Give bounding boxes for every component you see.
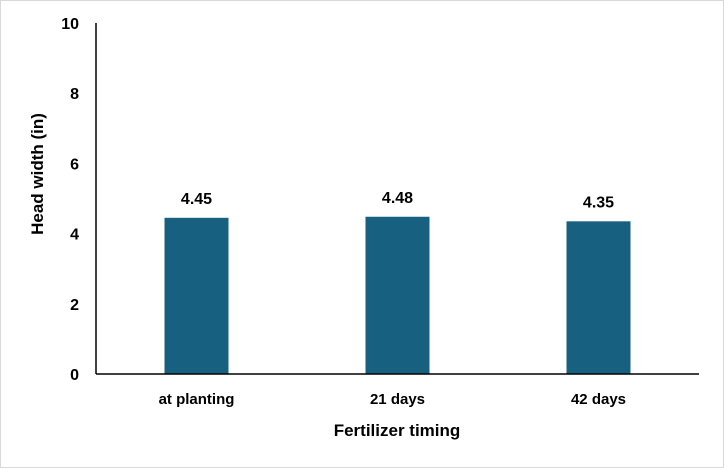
bars [164, 216, 631, 374]
x-tick-label: 21 days [370, 391, 425, 408]
bar [365, 216, 430, 374]
y-tick-label: 2 [70, 297, 79, 314]
data-label: 4.35 [583, 194, 614, 211]
bar [566, 221, 631, 374]
data-labels: 4.45 4.48 4.35 [181, 190, 614, 212]
y-tick-label: 10 [61, 16, 79, 33]
y-tick-label: 4 [70, 227, 79, 244]
data-label: 4.45 [181, 191, 212, 208]
category-labels: at planting 21 days 42 days [159, 391, 626, 408]
bar [164, 217, 229, 374]
y-tick-label: 0 [70, 367, 79, 384]
y-tick-labels: 0 2 4 6 8 10 [61, 16, 79, 384]
x-tick-label: at planting [159, 391, 235, 408]
x-axis-title: Fertilizer timing [334, 421, 461, 440]
y-tick-label: 8 [70, 86, 79, 103]
data-label: 4.48 [382, 190, 413, 207]
y-tick-label: 6 [70, 156, 79, 173]
y-axis-title: Head width (in) [28, 113, 47, 235]
x-tick-label: 42 days [571, 391, 626, 408]
